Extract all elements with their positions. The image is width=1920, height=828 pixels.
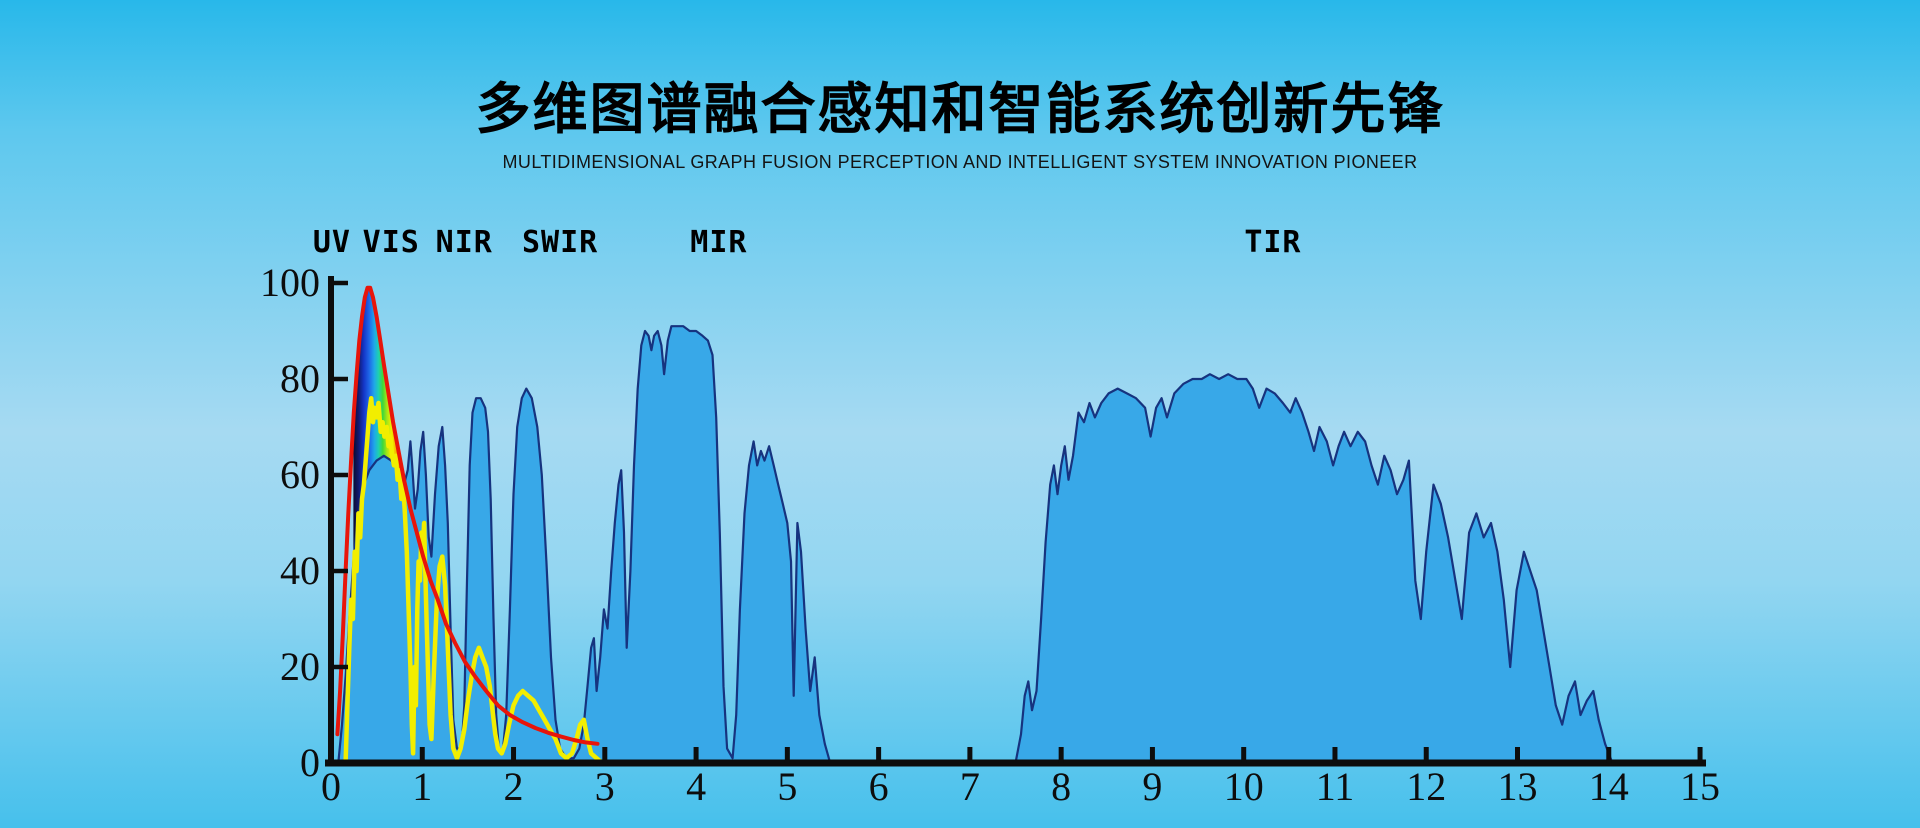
y-axis-tick-label: 40: [280, 548, 320, 593]
y-axis-tick-label: 80: [280, 356, 320, 401]
x-axis-tick-label: 1: [412, 764, 432, 809]
x-axis-tick-label: 15: [1680, 764, 1720, 809]
x-axis-tick-label: 5: [777, 764, 797, 809]
x-axis-tick-label: 14: [1589, 764, 1629, 809]
y-axis-tick-label: 20: [280, 644, 320, 689]
band-label-nir: NIR: [435, 225, 493, 260]
x-axis-tick-label: 13: [1498, 764, 1538, 809]
blackbody-envelope-line: [335, 285, 600, 746]
x-axis-tick-label: 0: [321, 764, 341, 809]
y-axis-tick-label: 100: [260, 260, 320, 305]
x-axis-tick-label: 9: [1142, 764, 1162, 809]
band-label-uv: UV: [312, 225, 351, 260]
y-axis-tick-label: 60: [280, 452, 320, 497]
atmosphere-transmission-area: [337, 325, 1614, 765]
page-subtitle: MULTIDIMENSIONAL GRAPH FUSION PERCEPTION…: [502, 152, 1418, 172]
x-axis-tick-label: 2: [504, 764, 524, 809]
x-axis-tick-label: 8: [1051, 764, 1071, 809]
band-label-tir: TIR: [1244, 225, 1302, 260]
solar-spectrum-line: [343, 395, 605, 766]
page-title: 多维图谱融合感知和智能系统创新先锋: [475, 78, 1445, 140]
x-axis-tick-label: 10: [1224, 764, 1264, 809]
x-axis-tick-label: 11: [1316, 764, 1355, 809]
x-axis-tick-label: 6: [869, 764, 889, 809]
band-label-vis: VIS: [362, 225, 420, 260]
x-axis-tick-label: 7: [960, 764, 980, 809]
x-axis-tick-label: 12: [1406, 764, 1446, 809]
y-axis-tick-label: 0: [300, 740, 320, 785]
band-label-swir: SWIR: [521, 225, 599, 260]
x-axis-tick-label: 4: [686, 764, 706, 809]
band-label-mir: MIR: [690, 225, 748, 260]
x-axis-tick-label: 3: [595, 764, 615, 809]
